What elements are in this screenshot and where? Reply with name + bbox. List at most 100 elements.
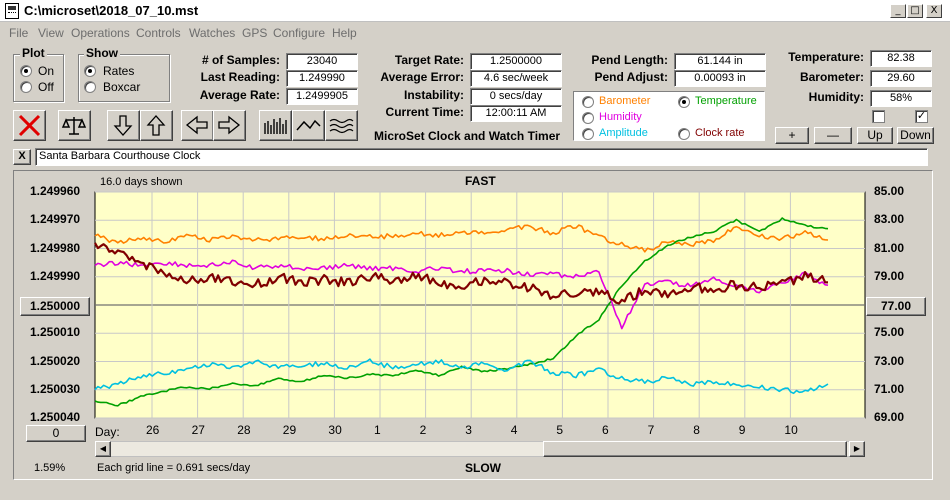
humidity-label: Humidity: [808,90,864,104]
plot-on-label[interactable]: On [38,64,55,78]
arrow-right-icon [218,115,241,135]
center-rate-button[interactable]: 1.250000 [20,297,90,316]
wave-graph-button[interactable] [325,110,358,141]
arrow-up-button[interactable] [140,110,173,141]
show-group-title: Show [84,46,120,60]
menu-file[interactable]: File [9,26,29,40]
target-rate-label: Target Rate: [394,53,464,67]
average-rate-label: Average Rate: [199,88,280,102]
x-axis-tick: 3 [465,423,472,437]
left-axis-tick: 1.249990 [30,268,81,283]
arrow-up-icon [146,115,166,136]
bar-graph-button[interactable] [259,110,292,141]
arrow-left-button[interactable] [181,110,214,141]
center-sensor-button[interactable]: 77.00 [866,297,926,316]
x-axis-tick: 1 [374,423,381,437]
up-button[interactable]: Up [857,127,893,144]
right-axis-tick: 73.00 [874,353,905,368]
menu-controls[interactable]: Controls [136,26,181,40]
checkbox-right[interactable]: ✓ [915,110,928,123]
series-humidity [94,259,829,330]
scale-balance-icon [61,117,87,135]
pend-length-field: 61.144 in [674,53,766,70]
stop-button[interactable] [13,110,46,141]
humidity-radio[interactable] [582,112,594,124]
current-time-label: Current Time: [385,105,464,119]
x-axis-tick: 30 [328,423,342,437]
x-axis-tick: 28 [237,423,251,437]
series-barometer [94,224,829,253]
plot-off-radio[interactable] [20,81,32,93]
barometer-field: 29.60 [870,70,932,87]
menu-operations[interactable]: Operations [71,26,130,40]
x-axis-tick: 4 [510,423,518,437]
menu-configure[interactable]: Configure [273,26,326,40]
humidity-option-label[interactable]: Humidity [599,111,642,123]
samples-label: # of Samples: [201,53,280,67]
maximize-button[interactable]: □ [907,4,923,18]
average-rate-field: 1.2499905 [286,88,358,105]
scroll-thumb[interactable] [543,441,847,457]
average-error-field: 4.6 sec/week [470,70,562,87]
title-bar [0,0,950,22]
right-axis-tick: 69.00 [874,410,905,424]
barometer-radio[interactable] [582,96,594,108]
line-graph-icon [296,119,321,131]
close-window-button[interactable]: X [926,4,942,18]
show-boxcar-label[interactable]: Boxcar [103,80,141,94]
app-icon[interactable] [5,3,19,19]
window-title: C:\microset\2018_07_10.mst [24,3,199,18]
amplitude-radio[interactable] [582,128,594,140]
line-graph-button[interactable] [292,110,325,141]
balance-button[interactable] [58,110,91,141]
menu-gps[interactable]: GPS [242,26,268,40]
left-axis-tick: 1.250010 [30,325,81,340]
plus-button[interactable]: + [775,127,809,144]
right-axis-tick: 71.00 [874,381,905,396]
x-axis-tick: 10 [784,423,798,437]
clock-name-field[interactable]: Santa Barbara Courthouse Clock [35,148,928,166]
left-axis-tick: 1.250030 [30,381,81,396]
menu-watches[interactable]: Watches [189,26,236,40]
show-rates-label[interactable]: Rates [103,64,135,78]
scroll-left-button[interactable]: ◀ [95,441,111,457]
arrow-right-button[interactable] [213,110,246,141]
arrow-down-icon [113,115,133,136]
show-boxcar-radio[interactable] [84,81,96,93]
plot-off-label[interactable]: Off [38,80,54,94]
menu-help[interactable]: Help [332,26,357,40]
show-group [78,54,170,102]
minimize-button[interactable]: _ [890,4,906,18]
left-axis-tick: 1.249970 [30,212,81,227]
arrow-down-button[interactable] [107,110,140,141]
checkbox-left[interactable] [872,110,885,123]
plot-on-radio[interactable] [20,65,32,77]
amplitude-option-label[interactable]: Amplitude [599,127,648,139]
x-axis-tick: 27 [191,423,205,437]
clock-rate-radio[interactable] [678,128,690,140]
barometer-option-label[interactable]: Barometer [599,95,651,107]
clock-rate-option-label[interactable]: Clock rate [695,127,745,139]
clear-clock-button[interactable]: X [13,149,31,165]
show-rates-radio[interactable] [84,65,96,77]
x-axis-tick: 8 [693,423,700,437]
menu-view[interactable]: View [38,26,64,40]
series-amplitude [94,358,829,395]
last-reading-label: Last Reading: [200,70,280,84]
down-button[interactable]: Down [897,127,934,144]
temperature-radio[interactable] [678,96,690,108]
slow-label: SLOW [465,461,501,475]
scroll-right-button[interactable]: ▶ [849,441,865,457]
minus-button[interactable]: — [814,127,852,144]
days-shown-label: 16.0 days shown [100,176,183,188]
zero-button[interactable]: 0 [26,425,86,442]
x-axis-tick: 6 [602,423,609,437]
pend-adjust-label: Pend Adjust: [594,70,668,84]
day-label: Day: [95,425,120,439]
series-temperature [94,217,829,407]
last-reading-field: 1.249990 [286,70,358,87]
plot-group-title: Plot [20,46,47,60]
temperature-option-label[interactable]: Temperature [695,95,757,107]
instability-field: 0 secs/day [470,88,562,105]
